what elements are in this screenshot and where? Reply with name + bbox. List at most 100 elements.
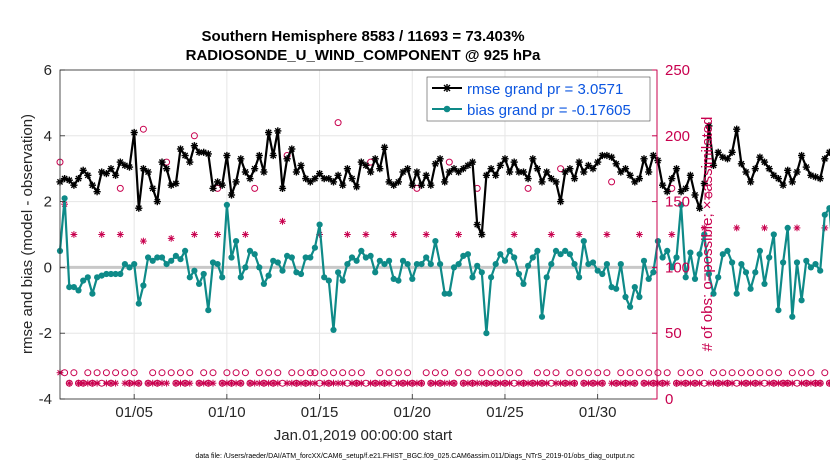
y-tick-label: 6 <box>44 62 52 79</box>
obs-assimilated-point <box>241 231 249 238</box>
rmse-point <box>111 171 120 179</box>
rmse-point <box>459 165 467 173</box>
bias-point <box>552 247 560 254</box>
obs-possible-point <box>515 369 523 377</box>
bias-point <box>413 261 420 268</box>
obs-possible-point <box>594 369 602 377</box>
obs-assimilated-point <box>455 231 463 238</box>
rmse-point <box>357 158 365 166</box>
rmse-point <box>793 168 801 176</box>
chart-subtitle: RADIOSONDE_U_WIND_COMPONENT @ 925 hPa <box>186 47 541 64</box>
bias-point <box>200 270 207 278</box>
bias-point <box>515 270 523 278</box>
bias-point <box>145 254 152 261</box>
rmse-point <box>329 178 338 186</box>
rmse-point <box>788 178 796 186</box>
obs-assimilated-point <box>274 379 282 387</box>
obs-possible-point <box>70 369 78 377</box>
obs-possible-point <box>728 369 736 377</box>
rmse-point <box>821 155 829 163</box>
rmse-point <box>367 168 375 176</box>
bias-point <box>66 284 73 291</box>
obs-possible-point <box>464 369 472 377</box>
bias-point <box>117 270 124 278</box>
bias-point <box>478 269 485 276</box>
bias-point <box>265 272 272 279</box>
bias-point <box>599 270 606 278</box>
bias-point <box>659 254 666 261</box>
bias-point <box>409 275 416 282</box>
obs-assimilated-point <box>501 379 509 387</box>
bias-point <box>196 280 203 287</box>
bias-point <box>61 195 68 202</box>
bias-point <box>362 254 369 261</box>
rmse-point <box>343 165 351 173</box>
obs-possible-point <box>404 369 412 377</box>
x-tick-label: 01/30 <box>579 404 617 421</box>
obs-assimilated-point <box>362 231 370 238</box>
chart-title: Southern Hemisphere 8583 / 11693 = 73.40… <box>201 28 524 45</box>
rmse-point <box>478 230 486 239</box>
obs-assimilated-point <box>139 237 147 245</box>
obs-assimilated-point <box>84 379 92 387</box>
rmse-point <box>468 158 477 166</box>
bias-point <box>274 259 281 266</box>
rmse-point <box>492 171 500 179</box>
obs-possible-point <box>747 369 755 377</box>
rmse-point <box>705 122 713 130</box>
bias-point <box>242 264 249 271</box>
rmse-point <box>529 155 537 163</box>
y-tick-label: -2 <box>39 325 52 342</box>
rmse-point <box>441 178 449 186</box>
rmse-point <box>394 178 402 186</box>
x-tick-label: 01/15 <box>301 404 339 421</box>
rmse-point <box>149 184 157 192</box>
rmse-point <box>371 155 379 163</box>
bias-point <box>784 224 791 231</box>
bias-point <box>330 326 337 333</box>
rmse-point <box>265 128 273 137</box>
bias-point <box>432 238 439 245</box>
obs-possible-point <box>102 369 110 377</box>
rmse-point <box>640 155 648 163</box>
obs-possible-point <box>241 369 249 377</box>
bias-point <box>246 247 254 254</box>
obs-assimilated-point <box>385 379 393 387</box>
rmse-point <box>612 160 620 168</box>
obs-possible-point <box>139 125 147 133</box>
obs-possible-point <box>297 369 305 377</box>
rmse-point <box>700 179 708 188</box>
rmse-point <box>709 161 718 169</box>
rmse-point <box>390 181 398 189</box>
y-right-tick-label: 200 <box>665 128 690 145</box>
bias-point <box>538 313 546 320</box>
obs-assimilated-point <box>116 231 124 238</box>
rmse-point <box>176 145 185 153</box>
rmse-point <box>260 168 268 176</box>
bias-point <box>710 290 717 297</box>
bias-point <box>775 307 782 314</box>
bias-point <box>650 269 657 276</box>
rmse-point <box>163 165 171 173</box>
rmse-point <box>552 178 560 186</box>
rmse-point <box>543 168 551 176</box>
rmse-point <box>607 153 616 161</box>
obs-possible-point <box>821 369 829 377</box>
obs-assimilated-point <box>228 379 235 387</box>
bias-point <box>316 221 323 228</box>
rmse-point <box>751 165 759 173</box>
rmse-point <box>756 153 764 161</box>
obs-possible-point <box>130 369 138 377</box>
obs-possible-point <box>719 369 727 377</box>
rmse-point <box>635 175 644 183</box>
rmse-point <box>760 158 769 166</box>
obs-assimilated-point <box>603 231 611 238</box>
rmse-series <box>56 122 830 239</box>
rmse-point <box>570 175 579 183</box>
bias-point <box>427 261 434 268</box>
rmse-point <box>209 184 217 192</box>
obs-possible-point <box>348 369 356 377</box>
rmse-point <box>589 165 597 173</box>
bias-point <box>381 261 388 268</box>
y-axis-label: rmse and bias (model - observation) <box>19 114 36 354</box>
